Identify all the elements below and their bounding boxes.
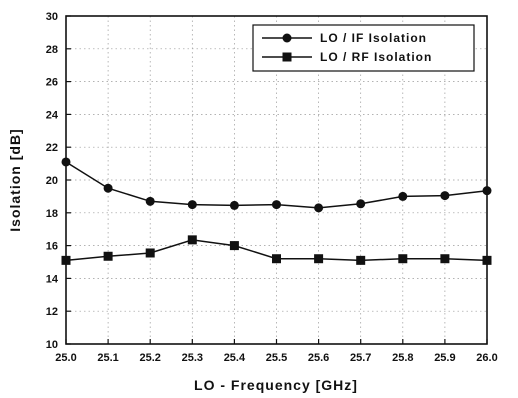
y-tick-label: 22	[46, 142, 58, 154]
y-tick-label: 26	[46, 77, 58, 89]
y-tick-label: 30	[46, 11, 58, 23]
series-1-point	[229, 200, 239, 210]
series-1-point	[103, 183, 113, 193]
y-axis-title: Isolation [dB]	[7, 128, 23, 231]
series	[61, 157, 492, 265]
series-2-point	[272, 254, 281, 264]
series-1-point	[440, 191, 450, 201]
legend-box	[252, 24, 475, 72]
y-tick-label: 24	[46, 109, 59, 121]
series-2-point	[482, 255, 492, 265]
x-tick-label: 25.6	[308, 352, 329, 364]
series-1-point	[187, 200, 197, 210]
x-tick-label: 25.5	[266, 352, 287, 364]
y-tick-label: 28	[46, 44, 58, 56]
series-1-point	[314, 203, 324, 213]
x-tick-label: 25.0	[55, 352, 76, 364]
y-tick-labels: 10 12 14 16 18 20 22 24 26 28 30	[46, 11, 71, 351]
series-1-point	[482, 186, 492, 196]
series-1-point	[145, 196, 155, 206]
legend-marker-series-2	[282, 52, 292, 62]
series-1-point	[356, 199, 366, 209]
series-2-point	[440, 254, 450, 264]
x-tick-label: 25.1	[97, 352, 118, 364]
y-tick-label: 18	[46, 208, 58, 220]
legend-marker-series-1	[282, 33, 292, 43]
legend: LO / IF Isolation LO / RF Isolation	[252, 24, 475, 72]
x-tick-label: 25.9	[434, 352, 455, 364]
series-2-point	[356, 255, 366, 265]
series-2-point	[187, 235, 197, 245]
series-1-point	[61, 157, 71, 167]
y-tick-label: 12	[46, 306, 58, 318]
x-axis-title: LO - Frequency [GHz]	[194, 377, 358, 393]
series-2-point	[314, 254, 324, 264]
x-tick-label: 25.4	[224, 352, 246, 364]
series-2-point	[398, 254, 408, 264]
series-1-point	[272, 200, 281, 210]
x-tick-label: 26.0	[476, 352, 497, 364]
legend-label-series-1: LO / IF Isolation	[320, 31, 427, 45]
series-2-point	[61, 255, 71, 265]
series-2-point	[103, 251, 113, 261]
x-tick-labels: 25.0 25.1 25.2 25.3 25.4 25.5 25.6 25.7 25.8 25.9…	[55, 339, 498, 364]
x-tick-label: 25.7	[350, 352, 371, 364]
x-tick-label: 25.3	[182, 352, 203, 364]
y-tick-label: 10	[46, 339, 58, 351]
y-tick-label: 20	[46, 175, 58, 187]
x-tick-label: 25.2	[139, 352, 160, 364]
y-tick-label: 16	[46, 241, 58, 253]
series-2-point	[229, 241, 239, 251]
series-1-point	[398, 191, 408, 201]
x-tick-label: 25.8	[392, 352, 413, 364]
series-2-point	[145, 248, 155, 258]
legend-label-series-2: LO / RF Isolation	[320, 50, 432, 64]
y-tick-label: 14	[46, 273, 59, 285]
